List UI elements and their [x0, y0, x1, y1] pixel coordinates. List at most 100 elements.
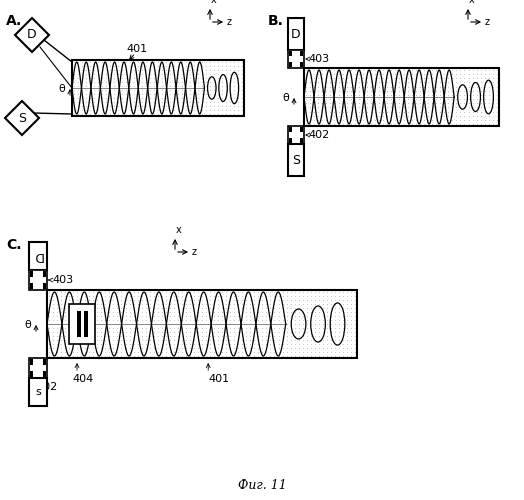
Point — [174, 82, 182, 90]
Point — [77, 316, 85, 324]
Point — [154, 316, 162, 324]
Point — [161, 292, 170, 300]
Point — [234, 70, 242, 78]
Point — [154, 110, 162, 118]
Point — [93, 340, 102, 348]
Point — [77, 308, 85, 316]
Point — [86, 62, 94, 70]
Point — [109, 328, 117, 336]
Point — [399, 108, 408, 116]
Point — [314, 348, 323, 356]
Point — [142, 58, 150, 66]
Point — [282, 344, 291, 352]
Point — [126, 70, 134, 78]
Point — [93, 336, 102, 344]
Point — [149, 336, 158, 344]
Point — [379, 74, 387, 82]
Point — [141, 332, 150, 340]
Point — [473, 116, 481, 124]
Point — [391, 82, 400, 90]
Point — [411, 95, 420, 103]
Point — [49, 300, 57, 308]
Point — [178, 106, 186, 114]
Point — [375, 108, 384, 116]
Point — [90, 102, 98, 110]
Point — [146, 58, 154, 66]
Point — [234, 82, 242, 90]
Point — [460, 70, 468, 78]
Point — [452, 78, 461, 86]
Point — [326, 324, 335, 332]
Point — [302, 324, 311, 332]
Point — [246, 352, 255, 360]
Point — [134, 308, 142, 316]
Point — [331, 308, 339, 316]
Point — [102, 102, 110, 110]
Point — [485, 91, 493, 99]
Point — [383, 99, 391, 107]
Point — [125, 316, 134, 324]
Point — [432, 108, 440, 116]
Point — [473, 104, 481, 112]
Point — [190, 312, 198, 320]
Point — [311, 288, 319, 296]
Point — [162, 98, 170, 106]
Point — [355, 82, 363, 90]
Point — [166, 106, 174, 114]
Point — [182, 98, 190, 106]
Point — [379, 104, 387, 112]
Point — [346, 116, 355, 124]
Point — [452, 95, 461, 103]
Point — [174, 98, 182, 106]
Point — [310, 82, 318, 90]
Point — [210, 320, 219, 328]
Point — [97, 336, 105, 344]
Point — [85, 296, 93, 304]
Point — [61, 316, 69, 324]
Bar — [289, 128, 292, 132]
Point — [330, 99, 339, 107]
Point — [166, 316, 174, 324]
Point — [258, 312, 267, 320]
Point — [190, 324, 198, 332]
Point — [310, 112, 318, 120]
Point — [86, 74, 94, 82]
Point — [102, 74, 110, 82]
Point — [185, 312, 194, 320]
Point — [226, 102, 234, 110]
Point — [210, 352, 219, 360]
Point — [214, 86, 222, 94]
Point — [355, 120, 363, 128]
Point — [166, 70, 174, 78]
Point — [134, 78, 142, 86]
Point — [428, 82, 436, 90]
Point — [326, 344, 335, 352]
Point — [86, 58, 94, 66]
Point — [262, 300, 270, 308]
Point — [493, 112, 501, 120]
Point — [395, 91, 403, 99]
Point — [182, 300, 190, 308]
Point — [278, 304, 287, 312]
Point — [149, 348, 158, 356]
Point — [49, 348, 57, 356]
Point — [238, 98, 246, 106]
Point — [194, 74, 202, 82]
Point — [383, 66, 391, 74]
Point — [351, 292, 359, 300]
Point — [339, 352, 347, 360]
Point — [250, 352, 258, 360]
Point — [290, 316, 299, 324]
Point — [302, 288, 311, 296]
Point — [343, 70, 351, 78]
Point — [339, 296, 347, 304]
Point — [102, 106, 110, 114]
Point — [110, 90, 118, 98]
Point — [161, 296, 170, 304]
Point — [149, 320, 158, 328]
Point — [347, 300, 355, 308]
Point — [125, 344, 134, 352]
Point — [182, 66, 190, 74]
Point — [94, 98, 102, 106]
Point — [109, 312, 117, 320]
